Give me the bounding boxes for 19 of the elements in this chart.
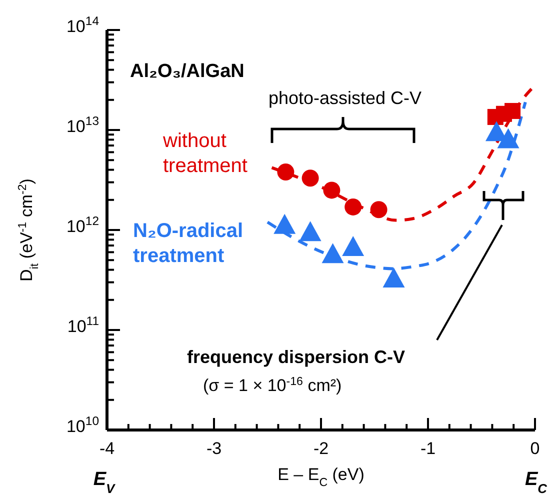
y-tick-label: 10$^{13}$ bbox=[66, 114, 100, 136]
series-label: N₂O-radical treatment bbox=[133, 220, 244, 267]
y-tick-label: 10$^{14}$ bbox=[66, 14, 100, 36]
y-tick-label: 10$^{11}$ bbox=[67, 314, 100, 336]
annotation: (σ = 1 × 10$^{-16}$ cm²) bbox=[203, 376, 342, 395]
annotation: Al₂O₃/AlGaN bbox=[130, 61, 244, 82]
x-tick-label: 0 bbox=[530, 439, 540, 458]
x-tick-label: -4 bbox=[99, 439, 115, 458]
text: E$_{V}$ bbox=[93, 469, 116, 494]
x-tick-label: -1 bbox=[420, 439, 436, 458]
annotation: frequency dispersion C-V bbox=[187, 347, 406, 367]
x-tick-label: -3 bbox=[206, 439, 222, 458]
y-tick-label: 10$^{12}$ bbox=[66, 214, 100, 236]
x-axis-title: E – E$_{C}$ (eV) bbox=[278, 465, 364, 489]
annotation: photo-assisted C-V bbox=[268, 88, 422, 108]
text: E$_{C}$ bbox=[524, 469, 548, 494]
y-tick-label: 10$^{10}$ bbox=[66, 414, 100, 436]
series-label: without treatment bbox=[162, 130, 248, 177]
x-tick-label: -2 bbox=[313, 439, 329, 458]
